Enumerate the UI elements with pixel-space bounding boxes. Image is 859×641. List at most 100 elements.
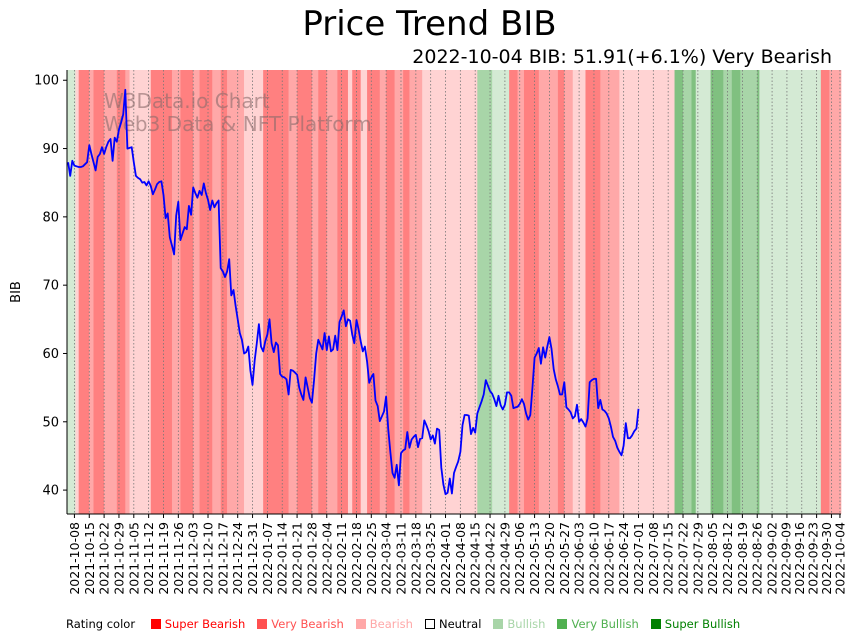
x-tick-label: 2022-05-06 [512,522,527,595]
y-axis-label: BIB [9,281,24,303]
rating-band-very-bearish [557,70,565,514]
x-tick-label: 2022-04-15 [468,522,483,595]
rating-band-bullish [740,70,758,514]
legend-item-neutral: Neutral [424,617,481,631]
rating-band-very-bearish [403,70,410,514]
rating-bands [67,70,842,514]
x-tick-label: 2022-04-01 [438,522,453,595]
rating-band-very-bearish [116,70,126,514]
x-tick-label: 2022-05-20 [542,522,557,595]
rating-band-bearish [600,70,620,514]
watermark-line: Web3 Data & NFT Platform [104,112,372,136]
x-tick-label: 2021-11-26 [171,522,186,595]
legend-swatch-icon [650,619,661,629]
legend-label: Very Bearish [271,617,344,631]
x-tick-label: 2021-11-12 [141,522,156,595]
x-tick-label: 2022-09-30 [819,522,834,595]
legend-label: Super Bearish [164,617,246,631]
legend-item-super-bullish: Super Bullish [650,617,741,631]
rating-band-very-bearish [820,70,830,514]
rating-band-bearish [89,70,94,514]
rating-legend: Rating color Super Bearish Very Bearish Be… [66,617,752,631]
legend-label: Very Bullish [571,617,639,631]
legend-label: Super Bullish [664,617,741,631]
legend-swatch-icon [257,619,268,629]
rating-band-very-bullish [731,70,741,514]
legend-swatch-icon [557,619,568,629]
x-tick-label: 2022-10-04 [832,522,847,595]
rating-band-bullish-light [759,70,822,514]
rating-band-very-bearish [523,70,540,514]
legend-item-very-bearish: Very Bearish [257,617,344,631]
legend-swatch-icon [355,619,366,629]
rating-band-bearish [379,70,387,514]
rating-band-very-bearish [509,70,518,514]
rating-band-light-bearish [619,70,675,514]
x-tick-label: 2022-05-27 [557,522,572,595]
x-tick-label: 2022-09-09 [778,522,793,595]
rating-band-bearish [829,70,842,514]
legend-item-bearish: Bearish [355,617,413,631]
x-tick-label: 2022-09-16 [792,522,807,595]
rating-band-bearish [394,70,404,514]
y-tick-label: 100 [34,74,59,89]
price-line-group [67,0,840,496]
rating-band-bearish [326,70,338,514]
x-tick-label: 2021-12-10 [201,522,216,595]
x-tick-label: 2022-06-17 [601,522,616,595]
x-tick-label: 2022-04-29 [497,522,512,595]
rating-band-bearish [104,70,118,514]
chart-title: Price Trend BIB [302,4,557,44]
rating-band-very-bullish [691,70,697,514]
rating-band-bullish [683,70,692,514]
x-tick-label: 2022-01-21 [290,522,305,595]
legend-label: Bullish [507,617,546,631]
x-tick-label: 2022-06-10 [586,522,601,595]
rating-band-bearish [564,70,574,514]
rating-band-light-bearish [360,70,368,514]
x-tick-label: 2022-09-23 [805,522,820,595]
x-tick-label: 2022-09-02 [765,522,780,595]
x-tick-label: 2021-12-24 [230,522,245,595]
x-tick-label: 2021-10-22 [97,522,112,595]
rating-band-bearish [212,70,222,514]
x-tick-label: 2021-12-03 [186,522,201,595]
legend-swatch-icon [150,619,161,629]
x-tick-label: 2021-10-29 [111,522,126,595]
x-tick-label: 2021-12-31 [245,522,260,595]
legend-swatch-icon [424,619,435,629]
x-tick-label: 2022-03-18 [408,522,423,595]
price-line [67,88,640,496]
rating-band-light-bearish [75,70,79,514]
y-tick-label: 60 [42,347,59,362]
x-tick-label: 2022-03-11 [393,522,408,595]
rating-band-bullish-light [492,70,510,514]
legend-title: Rating color [66,617,136,631]
x-tick-label: 2022-04-08 [453,522,468,595]
x-tick-label: 2022-03-25 [423,522,438,595]
x-tick-label: 2022-03-04 [379,522,394,595]
rating-band-very-bearish [93,70,105,514]
rating-band-bearish [288,70,298,514]
rating-band-very-bullish [674,70,684,514]
rating-band-very-bearish [297,70,313,514]
x-tick-label: 2022-08-05 [705,522,720,595]
watermark-line: W3Data.io Chart [104,89,270,113]
rating-band-bearish [171,70,181,514]
x-tick-label: 2022-02-25 [364,522,379,595]
x-tick-label: 2021-12-17 [215,522,230,595]
rating-band-bearish [193,70,200,514]
y-tick-label: 40 [42,484,59,499]
rating-band-bearish [538,70,559,514]
rating-band-very-bearish [367,70,381,514]
rating-band-very-bearish [199,70,213,514]
rating-band-bearish [227,70,245,514]
chart-subtitle: 2022-10-04 BIB: 51.91(+6.1%) Very Bearis… [412,46,832,68]
x-tick-label: 2022-07-08 [646,522,661,595]
rating-band-very-bearish [318,70,328,514]
y-tick-label: 70 [42,279,59,294]
rating-band-very-bearish [78,70,90,514]
x-tick-label: 2021-11-05 [126,522,141,595]
rating-band-very-bearish [585,70,601,514]
